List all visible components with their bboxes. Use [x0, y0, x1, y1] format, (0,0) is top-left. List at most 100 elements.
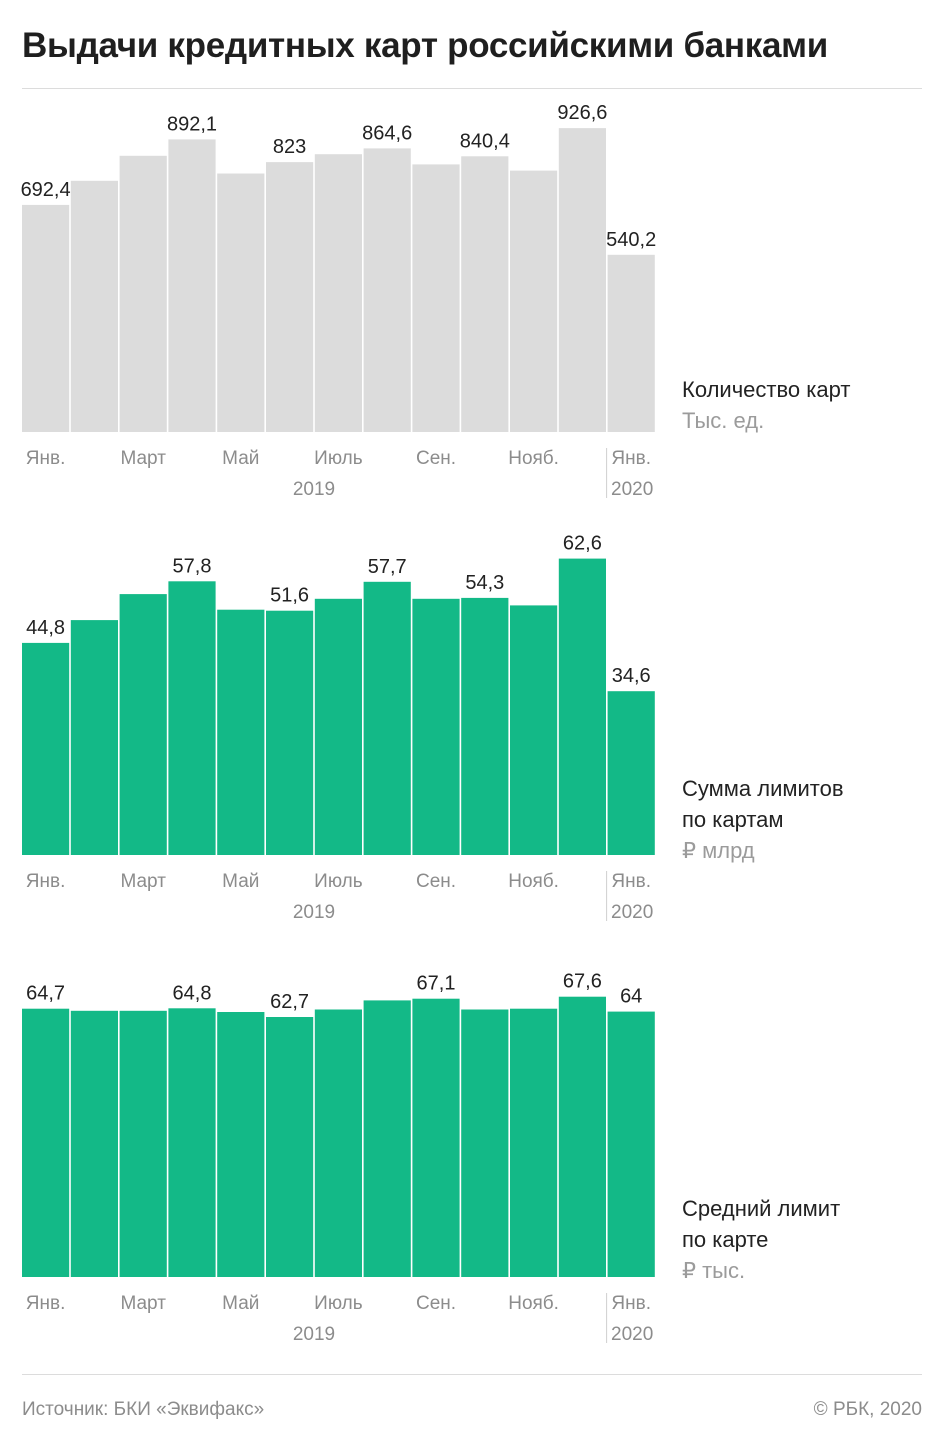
bar [607, 1011, 655, 1277]
bar [461, 1009, 509, 1277]
chart-limit-sum-title: Сумма лимитов по картам [682, 773, 844, 835]
bar [510, 170, 558, 432]
side-title-line: Средний лимит [682, 1196, 841, 1221]
data-label: 62,7 [270, 991, 309, 1013]
x-tick-label: Июль [314, 448, 363, 469]
copyright: © РБК, 2020 [813, 1399, 922, 1420]
data-label: 692,4 [21, 179, 71, 201]
bar [558, 128, 606, 432]
x-tick-label: Янв. [611, 448, 651, 469]
bar [412, 598, 460, 855]
bar [266, 162, 314, 432]
bar [119, 155, 167, 433]
bar [22, 1008, 70, 1277]
chart-limit-sum-plot: 44,8 57,8 51,6 57,7 54,3 62,6 34,6 Янв. Март Май И… [22, 533, 655, 923]
chart-avg-limit-title: Средний лимит по карте [682, 1193, 840, 1255]
data-label: 840,4 [460, 130, 510, 152]
bar [119, 1010, 167, 1277]
source-note: Источник: БКИ «Эквифакс» [22, 1399, 265, 1420]
chart-avg-limit-legend: Средний лимит по карте ₽ тыс. [682, 1193, 840, 1286]
x-tick-label: Июль [314, 1293, 363, 1314]
x-tick-label: Янв. [26, 871, 66, 892]
bar [119, 594, 167, 855]
data-label: 64 [620, 986, 642, 1008]
bar [22, 642, 70, 855]
bar [363, 1000, 411, 1277]
bar [412, 164, 460, 432]
bar [314, 598, 362, 855]
data-label: 926,6 [557, 102, 607, 124]
data-label: 823 [273, 136, 306, 158]
side-title-line: Сумма лимитов [682, 776, 844, 801]
data-label: 34,6 [612, 665, 651, 687]
x-tick-label: Июль [314, 871, 363, 892]
year-label-2019: 2019 [293, 479, 335, 500]
x-tick-label: Май [222, 871, 259, 892]
data-label: 62,6 [563, 533, 602, 555]
data-label: 64,8 [173, 982, 212, 1004]
side-title-line: Количество карт [682, 377, 851, 402]
bar [168, 1008, 216, 1277]
year-label-2020: 2020 [611, 902, 653, 923]
chart-card-count-legend: Количество карт Тыс. ед. [682, 374, 850, 436]
x-tick-label: Янв. [26, 448, 66, 469]
chart-card-count-unit: Тыс. ед. [682, 408, 765, 433]
chart-limit-sum-unit: ₽ млрд [682, 838, 755, 863]
data-label: 540,2 [606, 229, 656, 251]
bar [314, 1009, 362, 1277]
bar [558, 996, 606, 1277]
chart-limit-sum-legend: Сумма лимитов по картам ₽ млрд [682, 773, 844, 866]
bar [607, 254, 655, 432]
bar [217, 173, 265, 432]
chart-avg-limit: 64,7 64,8 62,7 67,1 67,6 64 Янв. Март Май Июль Сен… [0, 960, 945, 1360]
bar [168, 139, 216, 432]
x-tick-label: Март [120, 1293, 166, 1314]
bottom-divider [22, 1374, 922, 1375]
bar [266, 610, 314, 855]
chart-card-count-title: Количество карт [682, 374, 850, 405]
x-tick-label: Май [222, 1293, 259, 1314]
bar [217, 609, 265, 855]
year-label-2019: 2019 [293, 902, 335, 923]
side-title-line: по карте [682, 1227, 769, 1252]
bar [607, 691, 655, 855]
x-tick-label: Март [120, 448, 166, 469]
data-label: 64,7 [26, 983, 65, 1005]
year-label-2020: 2020 [611, 479, 653, 500]
bar [461, 597, 509, 855]
x-tick-label: Март [120, 871, 166, 892]
data-label: 67,6 [563, 971, 602, 993]
data-label: 51,6 [270, 585, 309, 607]
top-divider [22, 88, 922, 89]
bar [217, 1012, 265, 1277]
data-label: 892,1 [167, 113, 217, 135]
chart-avg-limit-plot: 64,7 64,8 62,7 67,1 67,6 64 Янв. Март Май Июль Сен… [22, 971, 655, 1345]
data-label: 864,6 [362, 122, 412, 144]
year-label-2020: 2020 [611, 1324, 653, 1345]
data-label: 44,8 [26, 617, 65, 639]
bar [510, 1008, 558, 1277]
chart-card-count-plot: 692,4 892,1 823 864,6 840,4 926,6 540,2 Янв. Мар… [21, 102, 657, 500]
bar [22, 204, 70, 432]
bar [558, 558, 606, 855]
x-tick-label: Янв. [26, 1293, 66, 1314]
chart-limit-sum: 44,8 57,8 51,6 57,7 54,3 62,6 34,6 Янв. Март Май И… [0, 533, 945, 940]
data-label: 57,8 [173, 555, 212, 577]
x-tick-label: Сен. [416, 448, 456, 469]
data-label: 67,1 [417, 973, 456, 995]
x-tick-label: Сен. [416, 871, 456, 892]
bar [363, 581, 411, 855]
bar [314, 154, 362, 432]
x-tick-label: Нояб. [508, 448, 559, 469]
data-label: 54,3 [465, 572, 504, 594]
bar [168, 581, 216, 855]
x-tick-label: Нояб. [508, 871, 559, 892]
bar [70, 180, 118, 432]
bar [266, 1017, 314, 1277]
x-tick-label: Май [222, 448, 259, 469]
year-label-2019: 2019 [293, 1324, 335, 1345]
x-tick-label: Янв. [611, 1293, 651, 1314]
x-tick-label: Сен. [416, 1293, 456, 1314]
chart-card-count: 692,4 892,1 823 864,6 840,4 926,6 540,2 Янв. Мар… [0, 102, 945, 510]
